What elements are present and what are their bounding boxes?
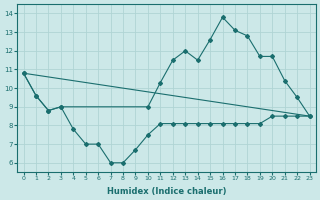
X-axis label: Humidex (Indice chaleur): Humidex (Indice chaleur) (107, 187, 226, 196)
